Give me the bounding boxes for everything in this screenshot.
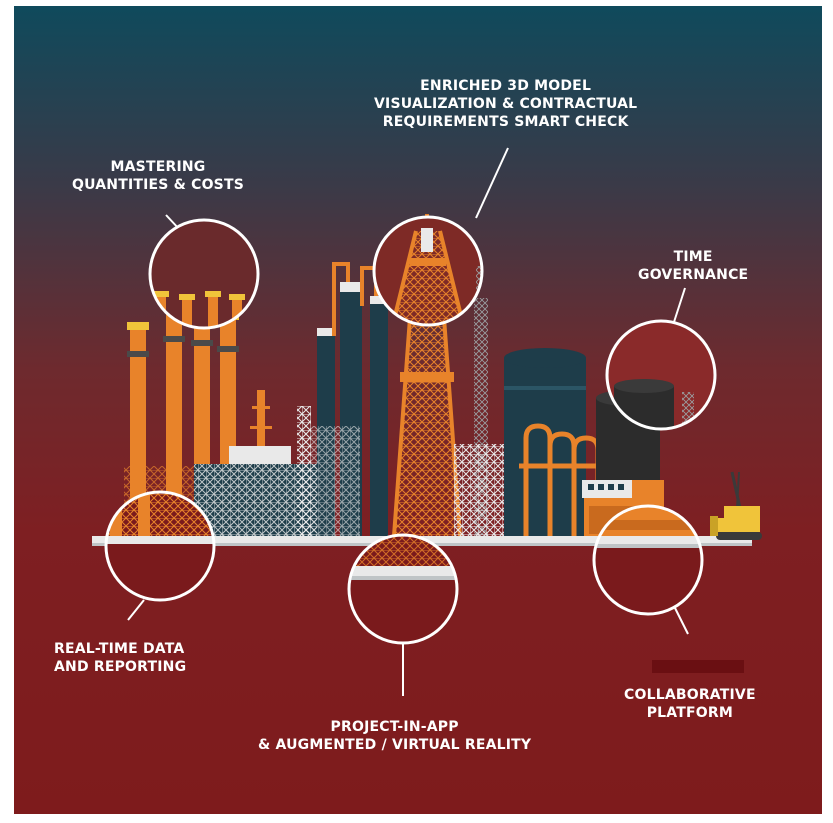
label-collab: COLLABORATIVE PLATFORM <box>624 686 756 722</box>
label-collab-line1: COLLABORATIVE <box>624 687 756 703</box>
label-time-line1: TIME <box>673 249 713 265</box>
label-project: PROJECT-IN-APP & AUGMENTED / VIRTUAL REA… <box>258 718 531 754</box>
magnifier-realtime <box>104 490 216 602</box>
label-realtime-line1: REAL-TIME DATA <box>54 641 185 657</box>
label-mastering-line1: MASTERING <box>110 159 206 175</box>
label-mastering-line2: QUANTITIES & COSTS <box>72 177 245 193</box>
label-mastering: MASTERING QUANTITIES & COSTS <box>72 158 244 194</box>
label-enriched-line2: VISUALIZATION & CONTRACTUAL <box>374 96 638 112</box>
label-collab-line2: PLATFORM <box>646 705 733 721</box>
label-project-line1: PROJECT-IN-APP <box>330 719 459 735</box>
label-enriched: ENRICHED 3D MODEL VISUALIZATION & CONTRA… <box>374 77 637 131</box>
infographic-poster: MASTERING QUANTITIES & COSTS ENRICHED 3D… <box>14 6 822 814</box>
magnifier-enriched <box>372 215 484 327</box>
industrial-scene <box>92 147 762 696</box>
bulldozer <box>710 471 762 540</box>
label-time-line2: GOVERNANCE <box>638 267 749 283</box>
magnifier-mastering <box>148 218 260 330</box>
label-time: TIME GOVERNANCE <box>638 248 748 284</box>
label-enriched-line1: ENRICHED 3D MODEL <box>420 78 592 94</box>
accent-bar <box>652 660 744 673</box>
pipe-arches <box>519 423 604 536</box>
label-realtime: REAL-TIME DATA AND REPORTING <box>54 640 186 676</box>
magnifier-project <box>347 533 459 645</box>
label-project-line2: & AUGMENTED / VIRTUAL REALITY <box>258 737 532 753</box>
label-enriched-line3: REQUIREMENTS SMART CHECK <box>382 114 629 130</box>
magnifier-time <box>605 319 717 431</box>
magnifier-collab <box>592 504 704 616</box>
distillation-columns <box>300 262 388 536</box>
label-realtime-line2: AND REPORTING <box>54 659 187 675</box>
